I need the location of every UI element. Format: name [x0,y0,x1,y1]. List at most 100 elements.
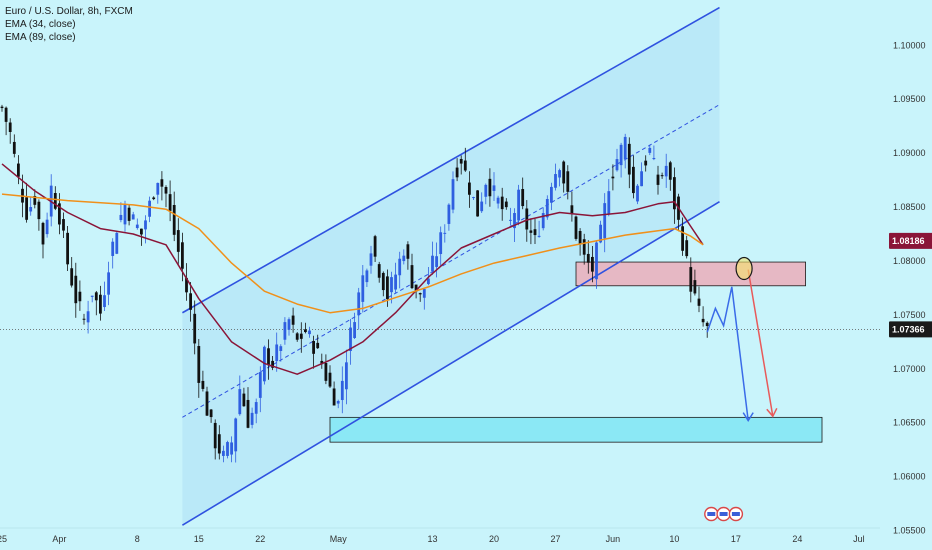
candle-body[interactable] [582,239,586,255]
candle-body[interactable] [500,196,504,210]
highlight-circle[interactable] [735,256,753,281]
candle-body[interactable] [668,162,672,180]
candle-body[interactable] [586,253,590,263]
candle-body[interactable] [381,272,385,291]
candle-body[interactable] [357,292,361,316]
candle-body[interactable] [615,159,619,171]
candle-body[interactable] [58,203,61,225]
candle-body[interactable] [181,242,184,269]
candle-body[interactable] [37,201,41,220]
candle-body[interactable] [386,276,389,300]
candle-body[interactable] [287,319,291,330]
candle-body[interactable] [258,372,262,398]
channel-midline[interactable] [182,104,720,418]
candle-body[interactable] [107,272,110,295]
candle-body[interactable] [591,256,594,272]
candle-body[interactable] [681,226,684,251]
candle-body[interactable] [443,232,447,234]
candle-body[interactable] [0,106,4,109]
candle-body[interactable] [115,232,119,254]
candle-body[interactable] [365,270,369,283]
candle-body[interactable] [94,292,98,301]
candle-body[interactable] [164,187,168,194]
candle-body[interactable] [226,442,229,456]
candle-body[interactable] [279,346,283,351]
candle-body[interactable] [222,450,225,456]
candle-body[interactable] [459,158,463,164]
candle-body[interactable] [234,418,238,452]
candle-body[interactable] [345,362,348,390]
candle-body[interactable] [390,277,393,293]
candle-body[interactable] [427,278,430,285]
candle-body[interactable] [463,160,467,171]
candle-body[interactable] [328,372,332,387]
candle-body[interactable] [12,141,16,154]
candle-body[interactable] [595,242,598,280]
candle-body[interactable] [41,222,45,245]
legend-ema-89[interactable]: EMA (89, close) [5,32,76,43]
candle-body[interactable] [541,213,545,229]
candle-body[interactable] [656,174,660,185]
last-price-badge[interactable] [889,321,932,338]
candle-body[interactable] [394,274,397,290]
candle-body[interactable] [480,201,484,212]
candle-body[interactable] [127,207,131,221]
candle-body[interactable] [570,205,574,214]
candle-body[interactable] [636,185,639,202]
candle-body[interactable] [209,409,213,418]
candle-body[interactable] [291,315,295,325]
candle-body[interactable] [304,329,307,333]
candle-body[interactable] [701,318,705,323]
candle-body[interactable] [623,136,627,160]
candle-body[interactable] [611,176,615,179]
candle-body[interactable] [377,264,381,278]
candle-body[interactable] [131,214,135,220]
candle-body[interactable] [193,313,197,344]
candle-body[interactable] [644,160,648,166]
candle-body[interactable] [135,224,139,229]
candle-body[interactable] [525,208,529,230]
candle-body[interactable] [406,244,410,259]
candle-body[interactable] [185,277,188,293]
candle-body[interactable] [238,389,242,415]
candle-body[interactable] [521,189,525,207]
candle-body[interactable] [648,147,652,153]
candle-body[interactable] [189,293,192,310]
candle-body[interactable] [673,177,676,210]
candle-body[interactable] [558,170,561,178]
candle-body[interactable] [90,295,94,297]
candle-body[interactable] [640,171,643,187]
candle-body[interactable] [422,289,426,298]
candle-body[interactable] [529,230,533,233]
candle-body[interactable] [205,391,209,416]
candle-body[interactable] [4,107,8,122]
candle-body[interactable] [607,191,611,215]
candle-body[interactable] [693,280,697,294]
candle-body[interactable] [156,182,160,195]
legend-title[interactable]: Euro / U.S. Dollar, 8h, FXCM [5,6,133,17]
candle-body[interactable] [267,348,270,366]
candle-body[interactable] [349,327,352,352]
channel-lower-line[interactable] [181,200,720,526]
candle-body[interactable] [8,122,12,132]
candle-body[interactable] [283,322,287,340]
channel-upper-line[interactable] [182,6,720,314]
candle-body[interactable] [517,189,520,221]
candle-body[interactable] [299,333,303,339]
candle-body[interactable] [509,219,512,221]
candle-body[interactable] [504,201,508,208]
candle-body[interactable] [340,380,344,401]
candle-body[interactable] [246,399,250,428]
ema-34-line[interactable] [1,163,704,375]
candle-body[interactable] [439,232,443,255]
candle-body[interactable] [320,360,324,365]
candle-body[interactable] [562,161,566,184]
candle-body[interactable] [74,275,78,304]
candle-body[interactable] [361,275,365,302]
candle-body[interactable] [144,220,147,230]
candle-body[interactable] [435,256,438,267]
candle-body[interactable] [431,255,434,272]
candle-body[interactable] [550,186,553,203]
candle-body[interactable] [148,200,151,217]
